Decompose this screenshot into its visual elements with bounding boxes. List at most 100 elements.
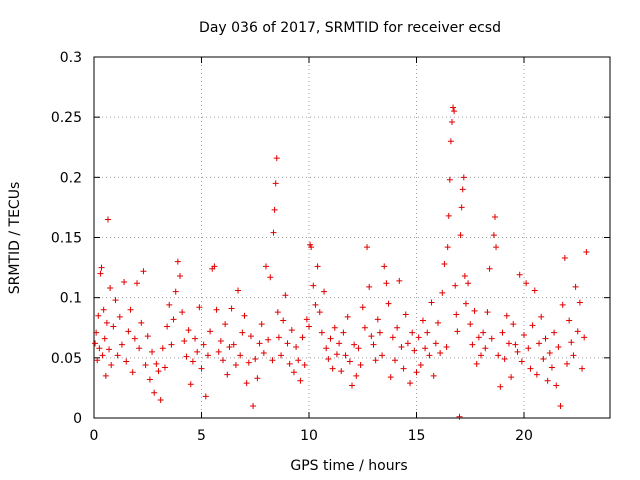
data-point (245, 359, 252, 366)
data-point (92, 340, 99, 347)
data-point (265, 336, 272, 343)
data-point (112, 297, 119, 304)
data-point (484, 309, 491, 316)
data-point (548, 364, 555, 371)
data-point (527, 365, 534, 372)
data-point (542, 335, 549, 342)
data-point (194, 348, 201, 355)
data-point (95, 312, 102, 319)
data-point (243, 380, 250, 387)
data-point (540, 356, 547, 363)
data-point (204, 352, 211, 359)
data-point (576, 299, 583, 306)
data-point (256, 340, 263, 347)
data-point (469, 341, 476, 348)
data-point (451, 108, 458, 115)
data-point (200, 341, 207, 348)
data-point (273, 155, 280, 162)
data-point (280, 317, 287, 324)
data-point (394, 324, 401, 331)
data-point (546, 350, 553, 357)
data-point (426, 352, 433, 359)
data-point (278, 352, 285, 359)
data-point (192, 335, 199, 342)
x-tick-label: 20 (515, 428, 533, 444)
data-point (514, 348, 521, 355)
data-point (482, 345, 489, 352)
y-tick-label: 0.2 (60, 170, 82, 186)
data-point (355, 345, 362, 352)
data-point (166, 301, 173, 308)
data-point (100, 306, 107, 313)
data-point (116, 313, 123, 320)
data-point (480, 329, 487, 336)
data-point (250, 402, 257, 409)
data-point (570, 352, 577, 359)
data-point (432, 340, 439, 347)
data-point (499, 329, 506, 336)
data-point (198, 365, 205, 372)
data-point (241, 312, 248, 319)
data-point (293, 344, 300, 351)
data-point (267, 274, 274, 281)
data-point (359, 304, 366, 311)
data-point (457, 232, 464, 239)
data-point (456, 413, 463, 420)
data-point (316, 309, 323, 316)
data-point (172, 288, 179, 295)
data-point (353, 372, 360, 379)
data-point (211, 263, 218, 270)
data-point (518, 358, 525, 365)
data-point (146, 376, 153, 383)
data-point (379, 352, 386, 359)
data-point (428, 299, 435, 306)
data-point (566, 317, 573, 324)
data-point (187, 381, 194, 388)
data-point (523, 280, 530, 287)
data-point (258, 321, 265, 328)
data-point (411, 347, 418, 354)
data-point (220, 357, 226, 364)
data-point (435, 319, 441, 326)
data-point (439, 289, 446, 296)
data-point (340, 329, 347, 336)
grid (94, 57, 610, 418)
data-point (114, 352, 121, 359)
data-point (286, 360, 293, 367)
data-point (521, 331, 527, 338)
data-point (270, 229, 277, 236)
data-point (215, 348, 222, 355)
data-point (290, 369, 297, 376)
data-point (462, 300, 469, 307)
data-point (301, 362, 308, 369)
data-point (409, 329, 416, 336)
data-point (344, 313, 351, 320)
ticks: 0 5 10 15 20 0 0.05 0.1 0.15 0.2 0.25 0.3 (51, 50, 610, 444)
data-point (96, 345, 103, 352)
data-point (459, 186, 466, 193)
data-point (387, 374, 394, 381)
data-point (299, 334, 306, 341)
data-point (374, 316, 381, 323)
data-point (202, 393, 209, 400)
data-point (525, 345, 532, 352)
data-point (491, 214, 498, 221)
data-point (181, 337, 188, 344)
data-point (441, 260, 448, 267)
data-point (104, 216, 111, 223)
y-axis-label: SRMTID / TECUs (7, 182, 23, 295)
data-point (237, 352, 244, 359)
x-tick-label: 0 (90, 428, 99, 444)
data-point (422, 345, 429, 352)
data-points (92, 104, 590, 420)
data-point (351, 341, 358, 348)
data-point (417, 362, 424, 369)
data-point (368, 333, 375, 340)
data-point (321, 288, 328, 295)
data-point (213, 306, 220, 313)
data-point (559, 301, 566, 308)
data-point (497, 383, 504, 390)
data-point (308, 244, 315, 251)
data-point (136, 345, 143, 352)
data-point (329, 365, 336, 372)
